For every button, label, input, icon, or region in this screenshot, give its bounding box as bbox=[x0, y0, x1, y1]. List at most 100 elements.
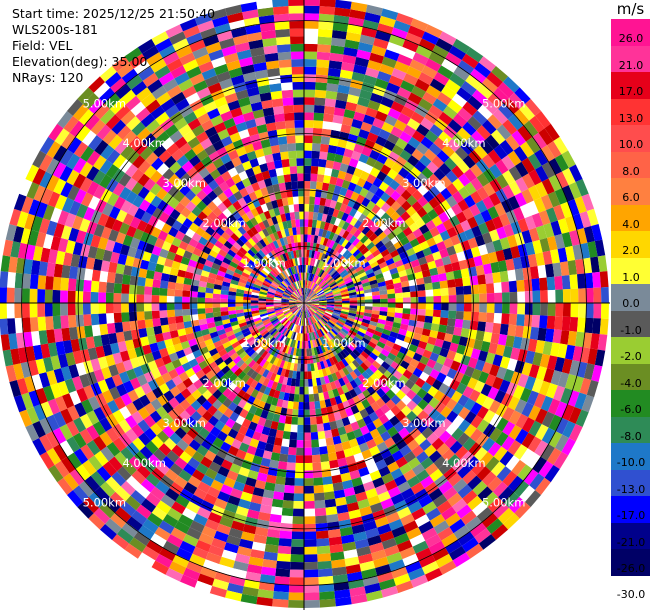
velocity-gate bbox=[305, 310, 308, 318]
velocity-gate bbox=[396, 539, 413, 553]
velocity-gate bbox=[241, 271, 250, 279]
velocity-gate bbox=[381, 537, 397, 550]
velocity-gate bbox=[40, 247, 51, 263]
velocity-gate bbox=[137, 276, 146, 287]
velocity-gate bbox=[297, 173, 304, 182]
velocity-gate bbox=[53, 444, 68, 461]
velocity-gate bbox=[295, 317, 300, 325]
velocity-gate bbox=[374, 369, 384, 379]
velocity-gate bbox=[235, 299, 244, 303]
velocity-gate bbox=[305, 310, 309, 318]
velocity-gate bbox=[254, 448, 265, 458]
velocity-gate bbox=[423, 403, 435, 416]
velocity-gate bbox=[128, 311, 138, 322]
velocity-gate bbox=[344, 321, 353, 328]
velocity-gate bbox=[72, 485, 89, 502]
velocity-gate bbox=[473, 446, 488, 462]
velocity-gate bbox=[178, 355, 189, 366]
velocity-gate bbox=[416, 283, 426, 292]
velocity-gate bbox=[13, 193, 27, 212]
velocity-gate bbox=[310, 306, 318, 312]
velocity-gate bbox=[304, 318, 307, 326]
velocity-gate bbox=[105, 518, 122, 535]
velocity-gate bbox=[67, 290, 76, 303]
velocity-gate bbox=[66, 490, 84, 508]
velocity-gate bbox=[230, 520, 245, 532]
velocity-gate bbox=[265, 536, 280, 546]
velocity-gate bbox=[272, 357, 280, 366]
velocity-gate bbox=[399, 323, 409, 331]
velocity-gate bbox=[214, 498, 228, 510]
velocity-gate bbox=[275, 382, 283, 392]
velocity-gate bbox=[387, 352, 397, 362]
velocity-gate bbox=[294, 340, 299, 349]
velocity-gate bbox=[50, 235, 61, 251]
velocity-gate bbox=[331, 559, 346, 569]
velocity-gate bbox=[415, 547, 433, 561]
velocity-gate bbox=[182, 308, 191, 316]
velocity-gate bbox=[199, 275, 209, 283]
velocity-gate bbox=[314, 313, 321, 320]
velocity-gate bbox=[271, 98, 284, 108]
velocity-gate bbox=[282, 361, 289, 370]
velocity-gate bbox=[235, 292, 244, 297]
velocity-gate bbox=[162, 331, 172, 341]
velocity-gate bbox=[232, 385, 242, 396]
velocity-gate bbox=[290, 306, 298, 311]
velocity-gate bbox=[265, 323, 274, 330]
velocity-gate bbox=[67, 314, 77, 328]
range-ring-label: 4.00km bbox=[442, 456, 485, 470]
velocity-gate bbox=[292, 89, 304, 98]
velocity-gate bbox=[505, 335, 515, 348]
velocity-gate bbox=[57, 210, 70, 226]
velocity-gate bbox=[324, 311, 333, 316]
velocity-gate bbox=[67, 185, 80, 201]
velocity-gate bbox=[276, 44, 291, 53]
velocity-gate bbox=[159, 287, 168, 296]
velocity-gate bbox=[118, 222, 130, 235]
velocity-gate bbox=[345, 564, 362, 575]
velocity-gate bbox=[290, 315, 296, 323]
velocity-gate bbox=[173, 253, 183, 263]
velocity-gate bbox=[245, 411, 255, 422]
velocity-gate bbox=[212, 298, 221, 303]
velocity-gate bbox=[285, 311, 293, 318]
velocity-gate bbox=[260, 314, 269, 320]
velocity-gate bbox=[283, 309, 291, 314]
velocity-gate bbox=[325, 437, 335, 447]
velocity-gate bbox=[166, 345, 176, 355]
velocity-gate bbox=[281, 300, 289, 303]
velocity-gate bbox=[304, 165, 312, 174]
velocity-gate bbox=[399, 360, 410, 370]
velocity-gate bbox=[233, 344, 243, 353]
velocity-gate bbox=[395, 400, 407, 411]
velocity-gate bbox=[281, 299, 289, 302]
velocity-gate bbox=[304, 303, 311, 308]
velocity-gate bbox=[453, 269, 463, 280]
velocity-gate bbox=[292, 370, 297, 379]
velocity-gate bbox=[240, 491, 253, 502]
velocity-gate bbox=[284, 485, 295, 494]
velocity-gate bbox=[322, 343, 329, 352]
velocity-gate bbox=[349, 379, 358, 389]
velocity-gate bbox=[127, 389, 139, 403]
velocity-gate bbox=[235, 506, 249, 517]
velocity-gate bbox=[315, 377, 322, 386]
velocity-gate bbox=[293, 324, 297, 333]
velocity-gate bbox=[467, 357, 479, 369]
velocity-gate bbox=[222, 388, 233, 398]
velocity-gate bbox=[354, 538, 370, 550]
velocity-gate bbox=[399, 416, 412, 428]
velocity-gate bbox=[309, 181, 317, 190]
velocity-gate bbox=[372, 509, 386, 521]
velocity-gate bbox=[336, 504, 349, 514]
velocity-gate bbox=[439, 347, 450, 358]
velocity-gate bbox=[258, 366, 266, 376]
velocity-gate bbox=[347, 343, 355, 352]
velocity-gate bbox=[225, 268, 235, 276]
velocity-gate bbox=[357, 305, 365, 310]
velocity-gate bbox=[323, 422, 331, 432]
velocity-gate bbox=[150, 533, 167, 548]
velocity-gate bbox=[345, 373, 354, 383]
velocity-gate bbox=[217, 466, 230, 478]
